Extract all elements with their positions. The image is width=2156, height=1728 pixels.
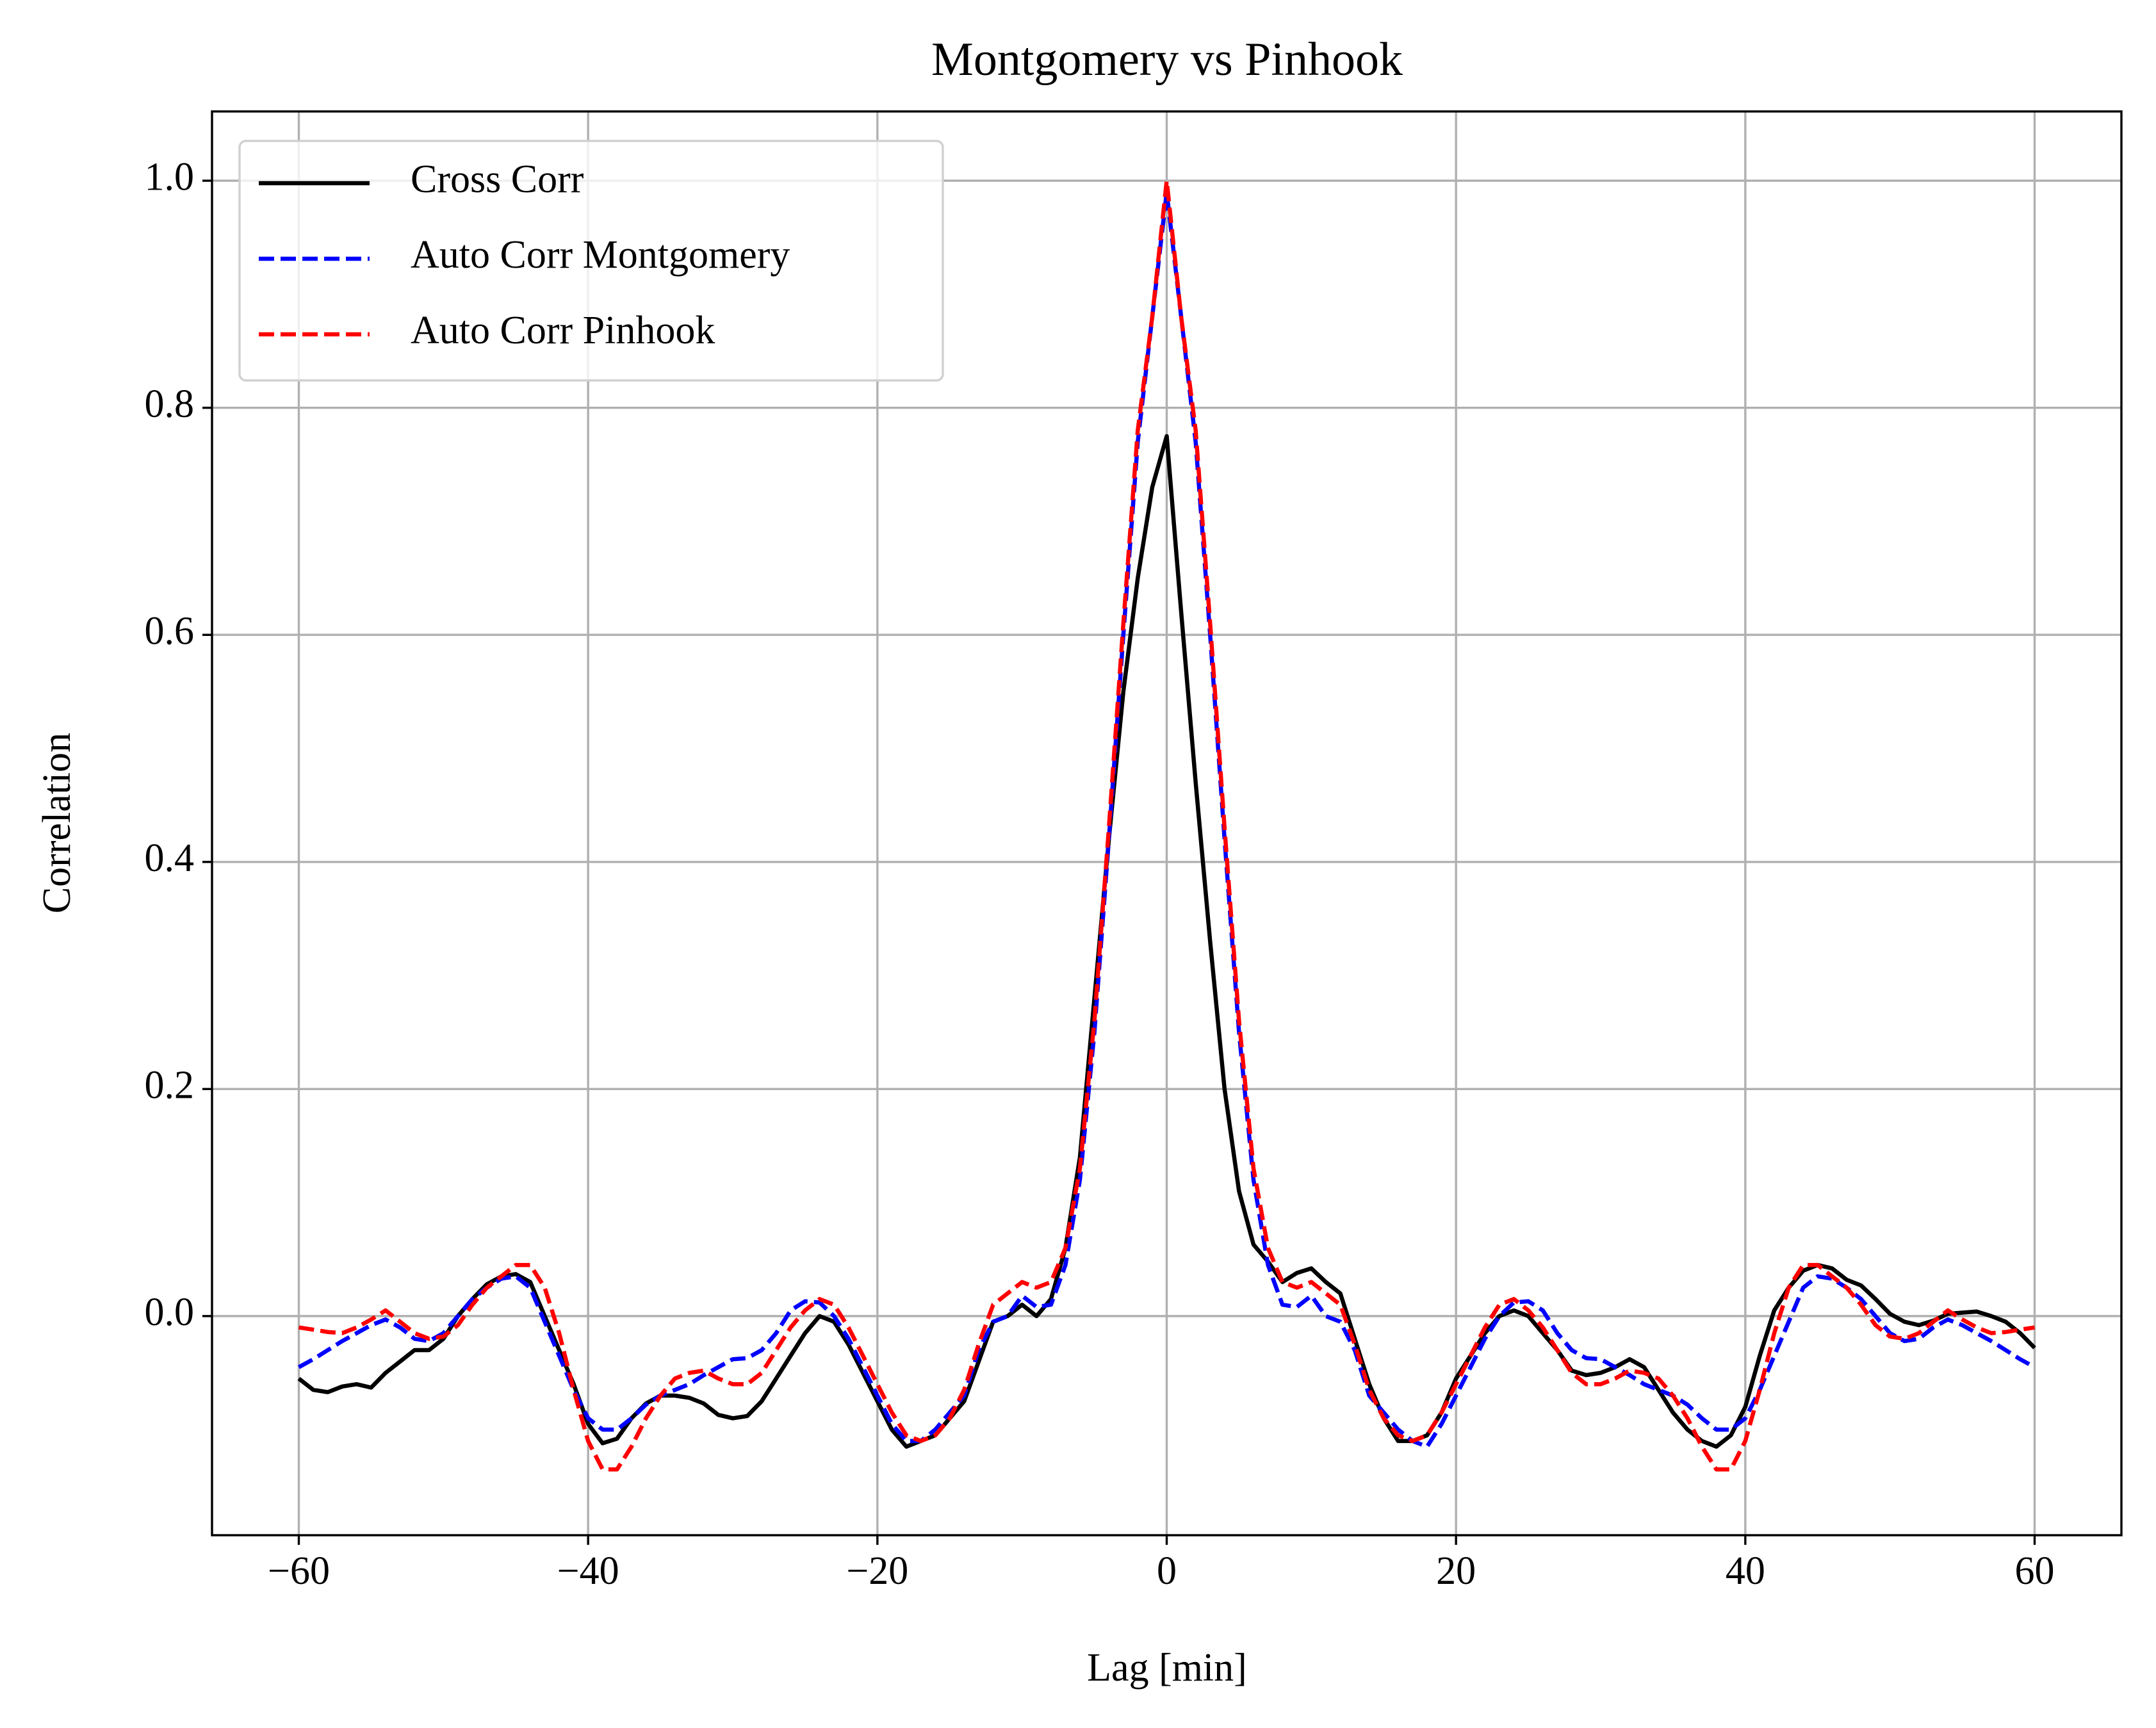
y-axis-label: Correlation — [35, 733, 79, 913]
x-tick-label: −60 — [268, 1549, 330, 1593]
x-tick-label: 40 — [1726, 1549, 1765, 1593]
y-tick-label: 0.2 — [145, 1064, 195, 1107]
y-tick-label: 0.4 — [145, 836, 195, 880]
y-tick-label: 0.6 — [145, 609, 195, 653]
legend-box — [238, 140, 944, 382]
line-series — [298, 178, 2035, 1472]
legend-label: Auto Corr Montgomery — [411, 233, 790, 277]
x-tick-label: −40 — [557, 1549, 619, 1593]
x-tick-label: 20 — [1436, 1549, 1476, 1593]
legend-label: Auto Corr Pinhook — [411, 309, 715, 352]
line-series — [297, 434, 2036, 1449]
y-tick-label: 0.8 — [145, 382, 195, 426]
x-tick-label: 60 — [2015, 1549, 2055, 1593]
x-axis-label: Lag [min] — [1087, 1646, 1247, 1690]
line-series — [297, 190, 2036, 1449]
y-tick-label: 1.0 — [145, 155, 195, 199]
y-tick-label: 0.0 — [145, 1291, 195, 1334]
chart-title: Montgomery vs Pinhook — [931, 33, 1403, 86]
x-tick-label: −20 — [846, 1549, 908, 1593]
plot-frame — [211, 110, 2123, 1536]
x-tick-label: 0 — [1157, 1549, 1177, 1593]
legend-label: Cross Corr — [411, 158, 584, 201]
